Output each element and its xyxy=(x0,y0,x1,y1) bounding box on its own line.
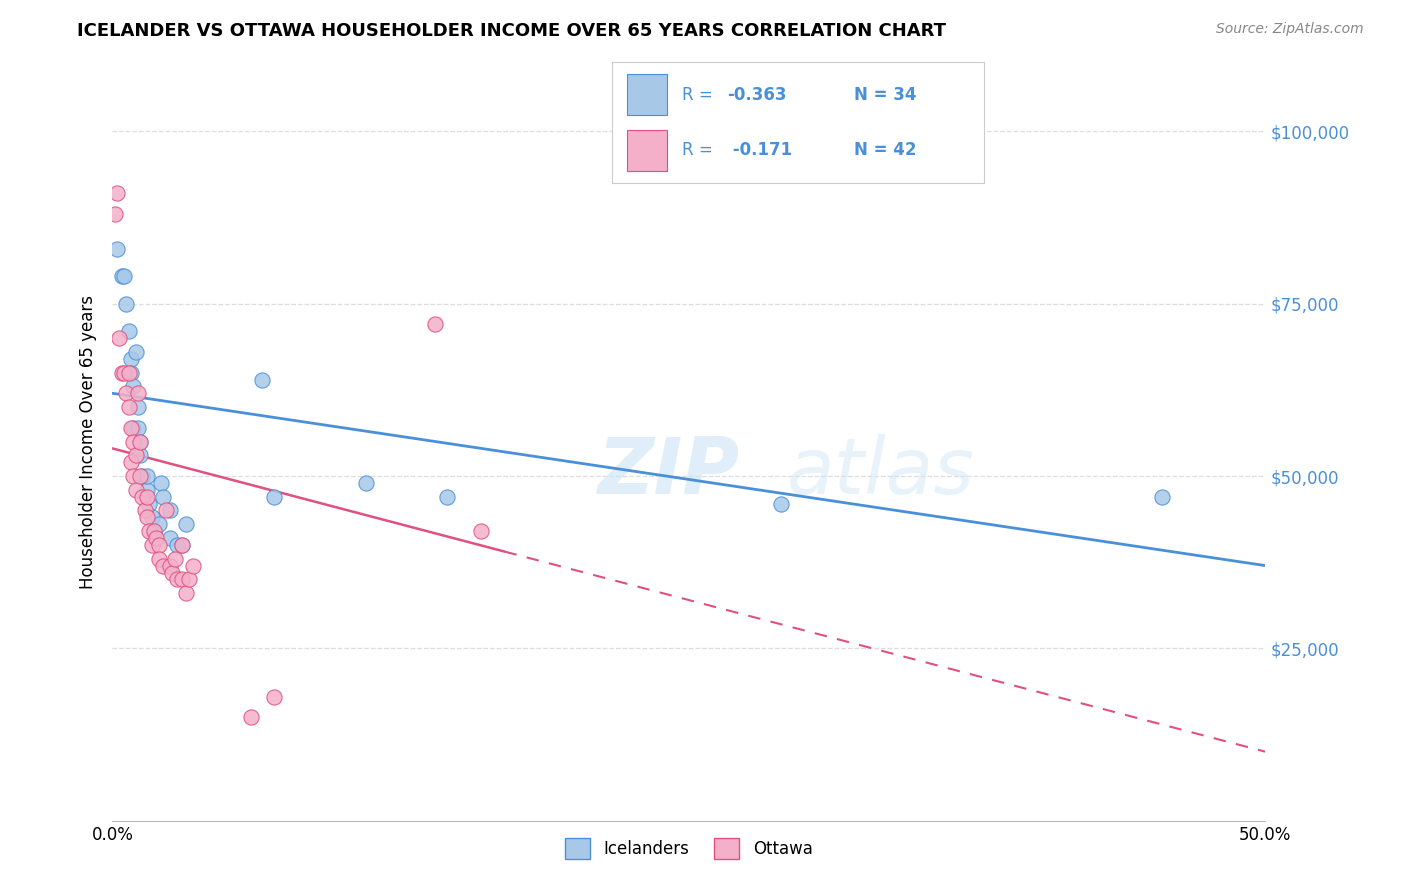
Text: -0.171: -0.171 xyxy=(727,141,792,160)
Point xyxy=(239,710,262,724)
Point xyxy=(166,538,188,552)
Text: ZIP: ZIP xyxy=(596,434,740,510)
Point xyxy=(148,517,170,532)
Point xyxy=(124,483,146,497)
Point xyxy=(120,351,142,366)
Text: R =: R = xyxy=(682,141,718,160)
Point xyxy=(174,586,197,600)
Point xyxy=(425,318,447,332)
Point xyxy=(1150,490,1173,504)
Point xyxy=(112,269,135,284)
Point xyxy=(148,551,170,566)
Point xyxy=(122,421,145,435)
FancyBboxPatch shape xyxy=(627,75,668,115)
Point xyxy=(138,524,160,538)
Point xyxy=(131,469,153,483)
Point xyxy=(136,483,159,497)
Point xyxy=(148,538,170,552)
Point xyxy=(117,400,139,414)
Point xyxy=(136,490,159,504)
Point xyxy=(177,573,200,587)
Point xyxy=(111,366,134,380)
Point xyxy=(181,558,204,573)
Point xyxy=(129,448,152,462)
Point xyxy=(354,475,377,490)
Point xyxy=(127,400,149,414)
Point xyxy=(138,497,160,511)
Point xyxy=(159,531,181,545)
Point xyxy=(105,186,128,201)
Point xyxy=(170,538,193,552)
Point xyxy=(155,503,177,517)
Point xyxy=(170,573,193,587)
Point xyxy=(770,497,793,511)
Legend: Icelanders, Ottawa: Icelanders, Ottawa xyxy=(558,831,820,865)
Point xyxy=(108,331,131,345)
Point xyxy=(105,242,128,256)
Text: atlas: atlas xyxy=(787,434,974,510)
Point xyxy=(111,269,134,284)
Point xyxy=(252,372,274,386)
Point xyxy=(162,566,184,580)
Point xyxy=(143,524,166,538)
Point xyxy=(159,558,181,573)
Point xyxy=(124,345,146,359)
Point xyxy=(134,503,156,517)
Point xyxy=(141,538,163,552)
Point xyxy=(166,573,188,587)
Text: ICELANDER VS OTTAWA HOUSEHOLDER INCOME OVER 65 YEARS CORRELATION CHART: ICELANDER VS OTTAWA HOUSEHOLDER INCOME O… xyxy=(77,22,946,40)
Point xyxy=(120,421,142,435)
Point xyxy=(129,434,152,449)
Text: -0.363: -0.363 xyxy=(727,86,786,104)
Point xyxy=(136,469,159,483)
Point xyxy=(145,531,167,545)
Point xyxy=(124,448,146,462)
Point xyxy=(122,379,145,393)
Point xyxy=(436,490,458,504)
Point xyxy=(115,386,138,401)
Text: R =: R = xyxy=(682,86,718,104)
Point xyxy=(117,324,139,338)
Text: N = 42: N = 42 xyxy=(853,141,917,160)
Point xyxy=(152,490,174,504)
Point xyxy=(127,386,149,401)
Point xyxy=(112,366,135,380)
Point xyxy=(120,455,142,469)
Point xyxy=(104,207,127,221)
Point xyxy=(174,517,197,532)
Point xyxy=(122,434,145,449)
Point xyxy=(127,421,149,435)
Y-axis label: Householder Income Over 65 years: Householder Income Over 65 years xyxy=(79,294,97,589)
Text: Source: ZipAtlas.com: Source: ZipAtlas.com xyxy=(1216,22,1364,37)
Point xyxy=(129,434,152,449)
Point xyxy=(136,510,159,524)
Point xyxy=(170,538,193,552)
Point xyxy=(263,490,285,504)
Point xyxy=(152,558,174,573)
Point xyxy=(143,524,166,538)
Point xyxy=(149,475,172,490)
Text: N = 34: N = 34 xyxy=(853,86,917,104)
Point xyxy=(122,469,145,483)
Point xyxy=(131,490,153,504)
Point xyxy=(129,469,152,483)
Point xyxy=(159,503,181,517)
Point xyxy=(470,524,492,538)
Point xyxy=(141,510,163,524)
Point xyxy=(115,296,138,310)
Point xyxy=(263,690,285,704)
Point xyxy=(163,551,186,566)
Point xyxy=(120,366,142,380)
Point xyxy=(117,366,139,380)
FancyBboxPatch shape xyxy=(627,130,668,171)
